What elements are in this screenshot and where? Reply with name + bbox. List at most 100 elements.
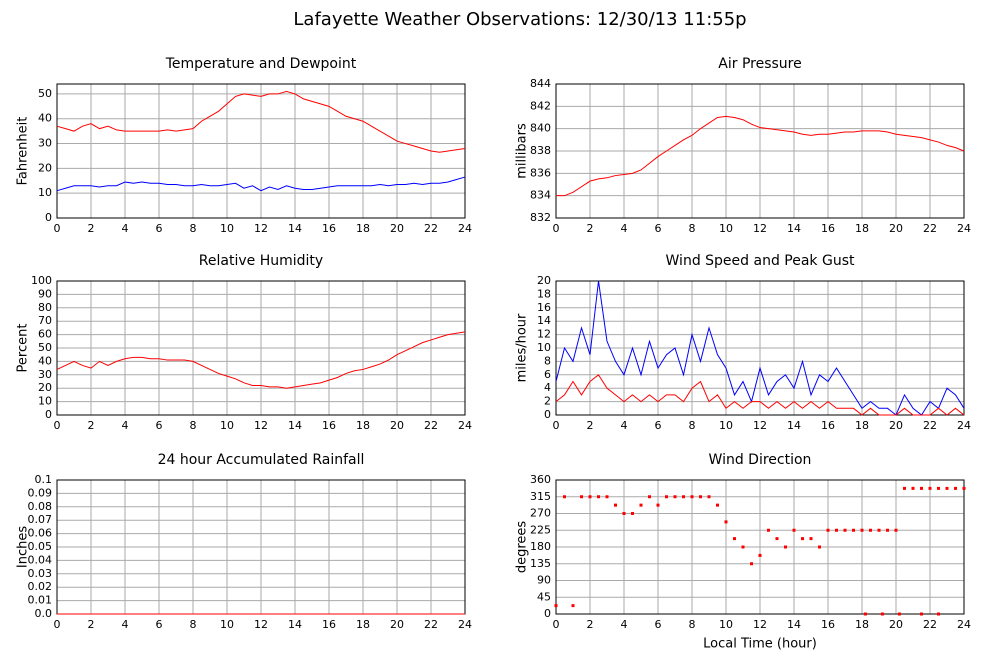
y-tick-label: 360	[530, 473, 551, 486]
y-tick-label: 0.0	[35, 607, 53, 620]
chart-title: Air Pressure	[718, 56, 801, 72]
data-point	[580, 495, 583, 499]
data-point	[690, 495, 694, 499]
x-tick-label: 24	[458, 618, 472, 631]
x-tick-label: 10	[719, 419, 733, 432]
x-tick-label: 12	[753, 618, 767, 631]
data-point	[767, 528, 770, 532]
y-axis-label: miles/hour	[515, 313, 530, 382]
y-tick-label: 0	[45, 408, 52, 421]
plot-frame	[56, 280, 466, 416]
x-tick-label: 6	[655, 222, 662, 235]
y-tick-label: 80	[38, 301, 52, 314]
x-tick-label: 24	[458, 419, 472, 432]
y-tick-label: 180	[530, 540, 551, 553]
x-tick-label: 24	[957, 618, 971, 631]
data-point	[571, 604, 575, 608]
y-tick-label: 0.02	[28, 580, 53, 593]
x-tick-label: 8	[190, 222, 197, 235]
y-tick-label: 838	[530, 144, 551, 157]
y-tick-label: 844	[530, 77, 551, 90]
x-tick-label: 6	[156, 618, 163, 631]
x-tick-label: 12	[753, 419, 767, 432]
y-tick-label: 50	[38, 87, 52, 100]
x-tick-label: 24	[957, 419, 971, 432]
x-tick-label: 6	[655, 618, 662, 631]
x-tick-label: 0	[553, 222, 560, 235]
y-tick-label: 10	[38, 395, 52, 408]
data-point	[639, 503, 643, 507]
x-tick-label: 20	[390, 618, 404, 631]
data-point	[863, 612, 867, 616]
x-tick-label: 22	[424, 222, 438, 235]
y-tick-label: 270	[530, 507, 551, 520]
x-tick-label: 6	[156, 222, 163, 235]
y-tick-label: 842	[530, 99, 551, 112]
y-tick-label: 45	[537, 590, 551, 603]
x-tick-label: 0	[54, 419, 61, 432]
x-tick-label: 8	[689, 222, 696, 235]
y-tick-label: 18	[537, 287, 551, 300]
x-tick-label: 12	[254, 419, 268, 432]
x-tick-label: 22	[923, 222, 937, 235]
x-tick-label: 8	[190, 618, 197, 631]
x-tick-label: 16	[821, 222, 835, 235]
y-tick-label: 20	[38, 161, 52, 174]
x-tick-label: 0	[54, 618, 61, 631]
y-tick-label: 0.04	[28, 553, 53, 566]
data-point	[903, 486, 906, 490]
y-tick-label: 0	[544, 607, 551, 620]
chart-title: Temperature and Dewpoint	[165, 56, 357, 72]
y-tick-label: 90	[537, 574, 551, 587]
data-point	[597, 495, 600, 499]
data-point	[554, 604, 558, 608]
data-point	[880, 612, 884, 616]
y-tick-label: 832	[530, 211, 551, 224]
y-axis-label: Fahrenheit	[16, 117, 31, 186]
data-point	[784, 545, 787, 549]
x-tick-label: 4	[122, 618, 129, 631]
data-point	[818, 545, 821, 549]
x-tick-label: 16	[322, 618, 336, 631]
y-tick-label: 6	[544, 368, 551, 381]
x-tick-label: 6	[156, 419, 163, 432]
data-point	[588, 495, 592, 499]
y-axis-label: millibars	[515, 123, 530, 179]
data-line	[556, 115, 965, 197]
x-tick-label: 10	[220, 618, 234, 631]
y-tick-label: 60	[38, 328, 52, 341]
x-tick-label: 14	[288, 618, 302, 631]
x-tick-label: 4	[122, 419, 129, 432]
y-axis-label: Percent	[16, 324, 31, 373]
x-tick-label: 0	[553, 419, 560, 432]
x-tick-label: 8	[689, 419, 696, 432]
data-point	[920, 612, 923, 616]
x-tick-label: 0	[553, 618, 560, 631]
x-tick-label: 2	[587, 618, 594, 631]
y-tick-label: 0.07	[28, 513, 53, 526]
x-tick-label: 18	[356, 419, 370, 432]
x-tick-label: 2	[587, 419, 594, 432]
x-tick-label: 14	[787, 419, 801, 432]
plot-frame	[56, 83, 466, 219]
data-point	[852, 528, 855, 532]
x-axis-label: Local Time (hour)	[703, 637, 817, 652]
x-tick-label: 12	[753, 222, 767, 235]
y-tick-label: 0.03	[28, 567, 53, 580]
data-point	[792, 528, 796, 532]
data-point	[945, 486, 949, 490]
data-point	[962, 486, 966, 490]
y-tick-label: 2	[544, 395, 551, 408]
x-tick-label: 12	[254, 222, 268, 235]
x-tick-label: 2	[587, 222, 594, 235]
data-point	[937, 612, 940, 616]
x-tick-label: 22	[923, 618, 937, 631]
data-point	[869, 528, 872, 532]
data-point	[897, 612, 901, 616]
y-tick-label: 70	[38, 314, 52, 327]
x-tick-label: 16	[821, 419, 835, 432]
data-line	[555, 374, 965, 416]
y-tick-label: 20	[537, 274, 551, 287]
x-tick-label: 8	[689, 618, 696, 631]
x-tick-label: 6	[655, 419, 662, 432]
